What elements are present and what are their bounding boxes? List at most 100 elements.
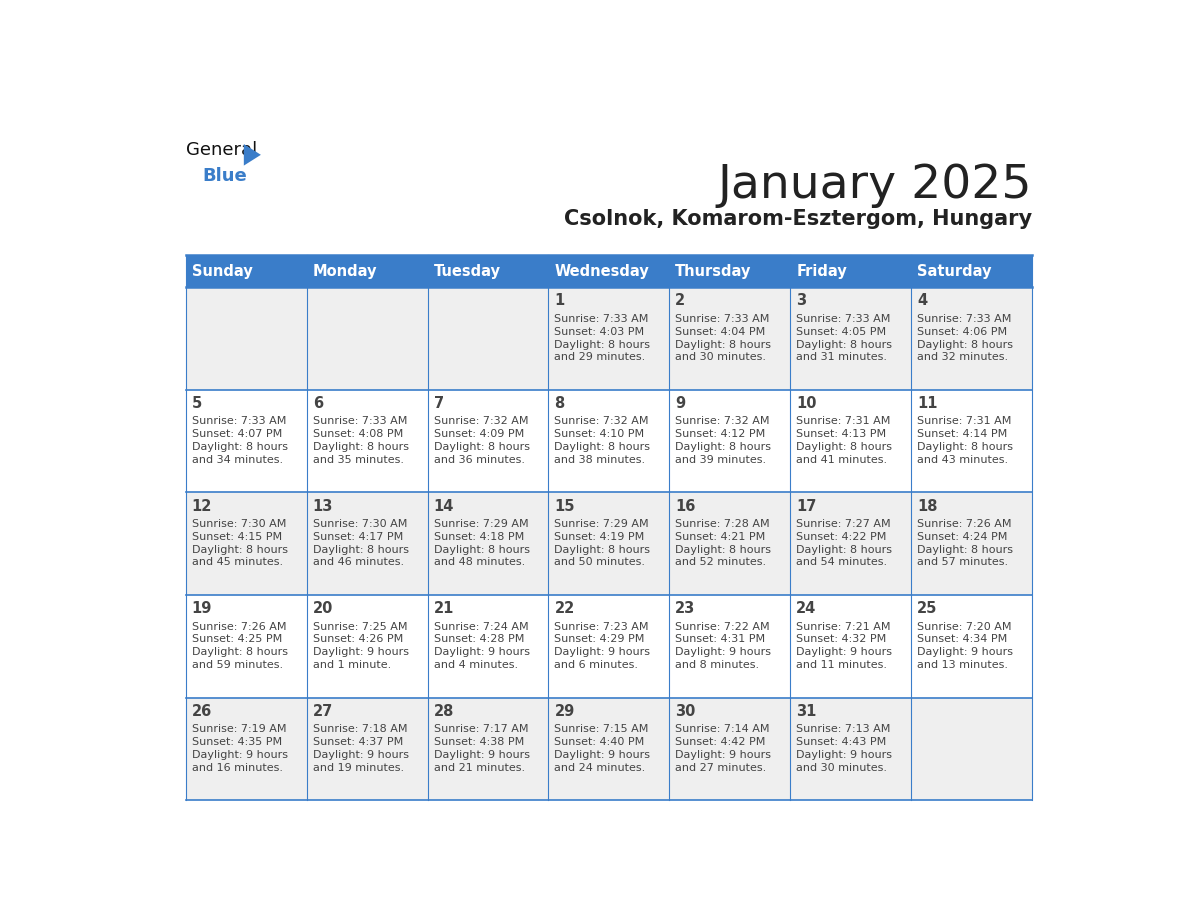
Text: Sunrise: 7:24 AM
Sunset: 4:28 PM
Daylight: 9 hours
and 4 minutes.: Sunrise: 7:24 AM Sunset: 4:28 PM Dayligh…	[434, 621, 530, 670]
Text: 24: 24	[796, 601, 816, 616]
Text: Sunrise: 7:18 AM
Sunset: 4:37 PM
Daylight: 9 hours
and 19 minutes.: Sunrise: 7:18 AM Sunset: 4:37 PM Dayligh…	[312, 724, 409, 773]
Text: 17: 17	[796, 498, 816, 513]
Bar	[307, 698, 428, 800]
Text: Sunrise: 7:22 AM
Sunset: 4:31 PM
Daylight: 9 hours
and 8 minutes.: Sunrise: 7:22 AM Sunset: 4:31 PM Dayligh…	[675, 621, 771, 670]
Text: Sunrise: 7:32 AM
Sunset: 4:10 PM
Daylight: 8 hours
and 38 minutes.: Sunrise: 7:32 AM Sunset: 4:10 PM Dayligh…	[555, 417, 651, 465]
Bar	[307, 492, 428, 595]
Bar	[428, 595, 549, 698]
Bar	[549, 698, 669, 800]
Text: 12: 12	[191, 498, 213, 513]
Bar	[669, 595, 790, 698]
Bar	[911, 595, 1032, 698]
Bar	[549, 255, 669, 287]
Text: Sunrise: 7:30 AM
Sunset: 4:15 PM
Daylight: 8 hours
and 45 minutes.: Sunrise: 7:30 AM Sunset: 4:15 PM Dayligh…	[191, 519, 287, 567]
Text: 7: 7	[434, 396, 443, 411]
Text: 28: 28	[434, 704, 454, 719]
Text: Sunrise: 7:20 AM
Sunset: 4:34 PM
Daylight: 9 hours
and 13 minutes.: Sunrise: 7:20 AM Sunset: 4:34 PM Dayligh…	[917, 621, 1013, 670]
Text: Sunrise: 7:27 AM
Sunset: 4:22 PM
Daylight: 8 hours
and 54 minutes.: Sunrise: 7:27 AM Sunset: 4:22 PM Dayligh…	[796, 519, 892, 567]
Bar	[911, 698, 1032, 800]
Text: Sunrise: 7:26 AM
Sunset: 4:24 PM
Daylight: 8 hours
and 57 minutes.: Sunrise: 7:26 AM Sunset: 4:24 PM Dayligh…	[917, 519, 1013, 567]
Bar	[911, 492, 1032, 595]
Text: Sunrise: 7:15 AM
Sunset: 4:40 PM
Daylight: 9 hours
and 24 minutes.: Sunrise: 7:15 AM Sunset: 4:40 PM Dayligh…	[555, 724, 651, 773]
Text: 23: 23	[675, 601, 696, 616]
Bar	[790, 595, 911, 698]
Bar	[185, 390, 307, 492]
Bar	[790, 287, 911, 390]
Text: 18: 18	[917, 498, 937, 513]
Text: Sunrise: 7:25 AM
Sunset: 4:26 PM
Daylight: 9 hours
and 1 minute.: Sunrise: 7:25 AM Sunset: 4:26 PM Dayligh…	[312, 621, 409, 670]
Text: Sunrise: 7:33 AM
Sunset: 4:04 PM
Daylight: 8 hours
and 30 minutes.: Sunrise: 7:33 AM Sunset: 4:04 PM Dayligh…	[675, 314, 771, 363]
Bar	[307, 287, 428, 390]
Bar	[428, 698, 549, 800]
Text: 9: 9	[675, 396, 685, 411]
Text: Sunrise: 7:17 AM
Sunset: 4:38 PM
Daylight: 9 hours
and 21 minutes.: Sunrise: 7:17 AM Sunset: 4:38 PM Dayligh…	[434, 724, 530, 773]
Bar	[669, 255, 790, 287]
Text: 13: 13	[312, 498, 333, 513]
Text: Sunrise: 7:33 AM
Sunset: 4:08 PM
Daylight: 8 hours
and 35 minutes.: Sunrise: 7:33 AM Sunset: 4:08 PM Dayligh…	[312, 417, 409, 465]
Text: Sunday: Sunday	[191, 263, 253, 278]
Text: Sunrise: 7:28 AM
Sunset: 4:21 PM
Daylight: 8 hours
and 52 minutes.: Sunrise: 7:28 AM Sunset: 4:21 PM Dayligh…	[675, 519, 771, 567]
Text: Saturday: Saturday	[917, 263, 992, 278]
Text: Sunrise: 7:32 AM
Sunset: 4:12 PM
Daylight: 8 hours
and 39 minutes.: Sunrise: 7:32 AM Sunset: 4:12 PM Dayligh…	[675, 417, 771, 465]
Bar	[669, 390, 790, 492]
Text: Sunrise: 7:19 AM
Sunset: 4:35 PM
Daylight: 9 hours
and 16 minutes.: Sunrise: 7:19 AM Sunset: 4:35 PM Dayligh…	[191, 724, 287, 773]
Bar	[307, 390, 428, 492]
Text: 20: 20	[312, 601, 333, 616]
Bar	[185, 255, 307, 287]
Text: 14: 14	[434, 498, 454, 513]
Bar	[185, 492, 307, 595]
Bar	[549, 390, 669, 492]
Text: Wednesday: Wednesday	[555, 263, 649, 278]
Text: Sunrise: 7:14 AM
Sunset: 4:42 PM
Daylight: 9 hours
and 27 minutes.: Sunrise: 7:14 AM Sunset: 4:42 PM Dayligh…	[675, 724, 771, 773]
Text: Sunrise: 7:23 AM
Sunset: 4:29 PM
Daylight: 9 hours
and 6 minutes.: Sunrise: 7:23 AM Sunset: 4:29 PM Dayligh…	[555, 621, 651, 670]
Text: 3: 3	[796, 294, 807, 308]
Text: 11: 11	[917, 396, 937, 411]
Text: Friday: Friday	[796, 263, 847, 278]
Bar	[428, 287, 549, 390]
Text: Sunrise: 7:29 AM
Sunset: 4:19 PM
Daylight: 8 hours
and 50 minutes.: Sunrise: 7:29 AM Sunset: 4:19 PM Dayligh…	[555, 519, 651, 567]
Text: 2: 2	[675, 294, 685, 308]
Bar	[428, 390, 549, 492]
Text: Sunrise: 7:33 AM
Sunset: 4:05 PM
Daylight: 8 hours
and 31 minutes.: Sunrise: 7:33 AM Sunset: 4:05 PM Dayligh…	[796, 314, 892, 363]
Bar	[549, 492, 669, 595]
Bar	[911, 390, 1032, 492]
Text: 30: 30	[675, 704, 696, 719]
Text: Blue: Blue	[203, 167, 247, 185]
Text: General: General	[185, 141, 257, 159]
Text: 6: 6	[312, 396, 323, 411]
Text: Sunrise: 7:21 AM
Sunset: 4:32 PM
Daylight: 9 hours
and 11 minutes.: Sunrise: 7:21 AM Sunset: 4:32 PM Dayligh…	[796, 621, 892, 670]
Text: Sunrise: 7:33 AM
Sunset: 4:06 PM
Daylight: 8 hours
and 32 minutes.: Sunrise: 7:33 AM Sunset: 4:06 PM Dayligh…	[917, 314, 1013, 363]
Bar	[307, 255, 428, 287]
Bar	[911, 287, 1032, 390]
Text: January 2025: January 2025	[718, 162, 1032, 207]
Text: 16: 16	[675, 498, 696, 513]
Text: Sunrise: 7:31 AM
Sunset: 4:14 PM
Daylight: 8 hours
and 43 minutes.: Sunrise: 7:31 AM Sunset: 4:14 PM Dayligh…	[917, 417, 1013, 465]
Bar	[428, 255, 549, 287]
Text: Thursday: Thursday	[675, 263, 752, 278]
Text: 25: 25	[917, 601, 937, 616]
Text: Sunrise: 7:26 AM
Sunset: 4:25 PM
Daylight: 8 hours
and 59 minutes.: Sunrise: 7:26 AM Sunset: 4:25 PM Dayligh…	[191, 621, 287, 670]
Bar	[669, 287, 790, 390]
Text: Sunrise: 7:29 AM
Sunset: 4:18 PM
Daylight: 8 hours
and 48 minutes.: Sunrise: 7:29 AM Sunset: 4:18 PM Dayligh…	[434, 519, 530, 567]
Text: Sunrise: 7:30 AM
Sunset: 4:17 PM
Daylight: 8 hours
and 46 minutes.: Sunrise: 7:30 AM Sunset: 4:17 PM Dayligh…	[312, 519, 409, 567]
Bar	[185, 698, 307, 800]
Bar	[428, 492, 549, 595]
Polygon shape	[244, 144, 261, 165]
Text: 19: 19	[191, 601, 213, 616]
Text: 15: 15	[555, 498, 575, 513]
Text: 27: 27	[312, 704, 333, 719]
Bar	[185, 287, 307, 390]
Text: Sunrise: 7:33 AM
Sunset: 4:07 PM
Daylight: 8 hours
and 34 minutes.: Sunrise: 7:33 AM Sunset: 4:07 PM Dayligh…	[191, 417, 287, 465]
Text: Tuesday: Tuesday	[434, 263, 500, 278]
Text: 1: 1	[555, 294, 564, 308]
Bar	[790, 390, 911, 492]
Text: 10: 10	[796, 396, 816, 411]
Text: 8: 8	[555, 396, 564, 411]
Text: Monday: Monday	[312, 263, 377, 278]
Text: 26: 26	[191, 704, 211, 719]
Text: 21: 21	[434, 601, 454, 616]
Text: 31: 31	[796, 704, 816, 719]
Text: Sunrise: 7:13 AM
Sunset: 4:43 PM
Daylight: 9 hours
and 30 minutes.: Sunrise: 7:13 AM Sunset: 4:43 PM Dayligh…	[796, 724, 892, 773]
Bar	[790, 492, 911, 595]
Bar	[911, 255, 1032, 287]
